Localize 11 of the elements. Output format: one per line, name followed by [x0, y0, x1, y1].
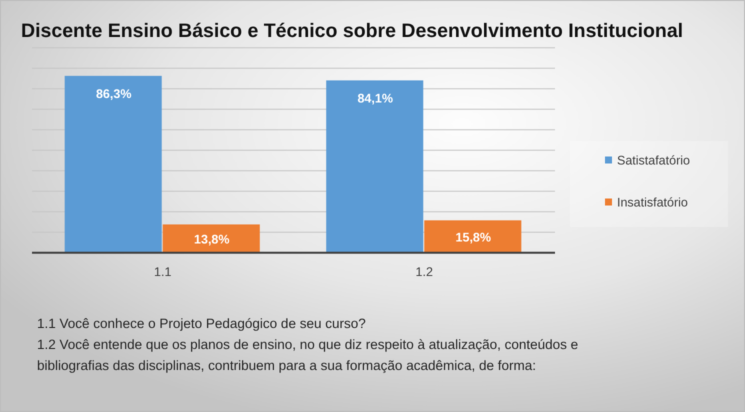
legend-label: Insatisfatório: [617, 196, 688, 210]
data-label: 13,8%: [194, 232, 230, 247]
data-label: 15,8%: [456, 230, 492, 245]
data-label: 86,3%: [96, 86, 132, 101]
legend-label: Satistafatório: [617, 154, 690, 168]
chart-title: Discente Ensino Básico e Técnico sobre Desenvolvimento Institucional: [21, 20, 684, 42]
text: 1.1 Você conhece o Projeto Pedagógico de seu curso?: [37, 316, 366, 331]
text: 1.2 Você entende que os planos de ensino, no que diz respeito à atualização, conteúdos e bibliografias das disciplinas, contribuem para a sua formação acadêmica, de forma:: [37, 337, 578, 373]
x-tick-label: 1.1: [154, 265, 172, 279]
data-label: 84,1%: [357, 91, 393, 106]
x-tick-label: 1.2: [416, 265, 433, 279]
